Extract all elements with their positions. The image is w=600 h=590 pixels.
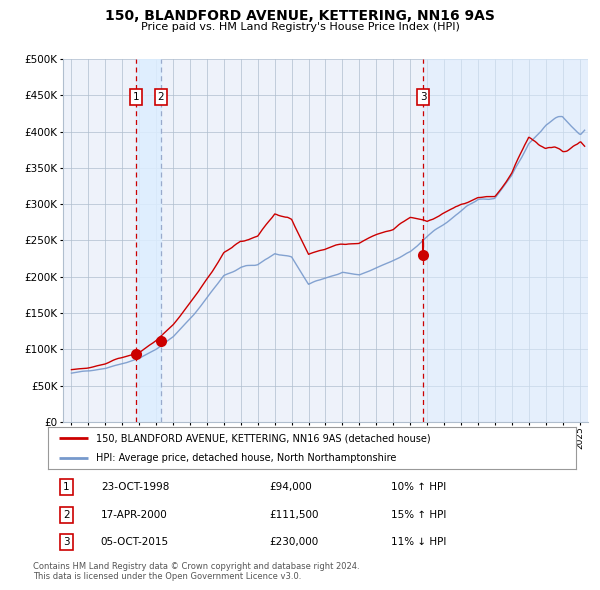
Text: 2: 2: [63, 510, 70, 520]
Text: Price paid vs. HM Land Registry's House Price Index (HPI): Price paid vs. HM Land Registry's House …: [140, 22, 460, 32]
Text: 150, BLANDFORD AVENUE, KETTERING, NN16 9AS (detached house): 150, BLANDFORD AVENUE, KETTERING, NN16 9…: [95, 434, 430, 444]
Bar: [136, 59, 161, 422]
Text: HPI: Average price, detached house, North Northamptonshire: HPI: Average price, detached house, Nort…: [95, 454, 396, 463]
Text: 1: 1: [133, 92, 139, 102]
Bar: [423, 59, 588, 422]
Text: 10% ↑ HPI: 10% ↑ HPI: [391, 483, 446, 493]
Text: £94,000: £94,000: [270, 483, 313, 493]
Text: 150, BLANDFORD AVENUE, KETTERING, NN16 9AS: 150, BLANDFORD AVENUE, KETTERING, NN16 9…: [105, 9, 495, 23]
Text: £111,500: £111,500: [270, 510, 319, 520]
Text: 3: 3: [420, 92, 427, 102]
Text: 1: 1: [63, 483, 70, 493]
Text: 3: 3: [63, 537, 70, 547]
Text: £230,000: £230,000: [270, 537, 319, 547]
Text: 11% ↓ HPI: 11% ↓ HPI: [391, 537, 446, 547]
Text: 23-OCT-1998: 23-OCT-1998: [101, 483, 169, 493]
Text: 17-APR-2000: 17-APR-2000: [101, 510, 167, 520]
Text: 2: 2: [158, 92, 164, 102]
Text: Contains HM Land Registry data © Crown copyright and database right 2024.: Contains HM Land Registry data © Crown c…: [33, 562, 359, 571]
Text: 05-OCT-2015: 05-OCT-2015: [101, 537, 169, 547]
Text: 15% ↑ HPI: 15% ↑ HPI: [391, 510, 446, 520]
Text: This data is licensed under the Open Government Licence v3.0.: This data is licensed under the Open Gov…: [33, 572, 301, 581]
